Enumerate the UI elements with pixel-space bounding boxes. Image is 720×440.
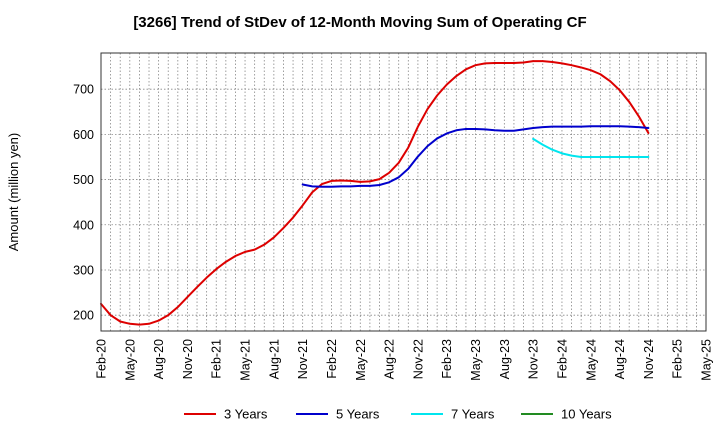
y-tick-label: 300 bbox=[73, 263, 94, 277]
series-layer bbox=[100, 60, 650, 326]
x-tick-label: Nov-23 bbox=[527, 339, 541, 379]
series-line-7-years bbox=[532, 137, 650, 158]
series-line-3-years bbox=[100, 60, 650, 326]
y-tick-label: 600 bbox=[73, 128, 94, 142]
x-tick-label: Aug-22 bbox=[383, 339, 397, 379]
x-tick-label: Nov-21 bbox=[296, 339, 310, 379]
x-tick-label: May-22 bbox=[354, 339, 368, 381]
x-tick-label: Nov-22 bbox=[411, 339, 425, 379]
legend-label-5-years: 5 Years bbox=[336, 407, 380, 422]
x-tick-label: Nov-24 bbox=[642, 339, 656, 379]
x-tick-label: May-20 bbox=[123, 339, 137, 381]
x-tick-label: Nov-20 bbox=[181, 339, 195, 379]
y-tick-labels: 200 300 400 500 600 700 bbox=[73, 83, 94, 323]
x-tick-label: Feb-22 bbox=[325, 339, 339, 379]
y-tick-label: 400 bbox=[73, 218, 94, 232]
x-tick-label: May-23 bbox=[469, 339, 483, 381]
x-tick-label: Aug-21 bbox=[267, 339, 281, 379]
x-tick-label: Aug-20 bbox=[152, 339, 166, 379]
x-tick-label: May-24 bbox=[584, 339, 598, 381]
x-tick-label: Aug-23 bbox=[498, 339, 512, 379]
y-tick-label: 200 bbox=[73, 309, 94, 323]
plot-frame bbox=[100, 52, 707, 332]
x-tick-label: Feb-23 bbox=[440, 339, 454, 379]
x-tick-label: May-21 bbox=[239, 339, 253, 381]
legend: 3 Years 5 Years 7 Years 10 Years bbox=[184, 407, 612, 422]
legend-label-7-years: 7 Years bbox=[451, 407, 495, 422]
y-axis-title: Amount (million yen) bbox=[6, 133, 21, 252]
legend-label-10-years: 10 Years bbox=[561, 407, 612, 422]
y-tick-label: 700 bbox=[73, 83, 94, 97]
x-tick-label: Aug-24 bbox=[613, 339, 627, 379]
grid-layer bbox=[100, 53, 707, 331]
chart-title: [3266] Trend of StDev of 12-Month Moving… bbox=[133, 14, 587, 31]
x-tick-label: Feb-20 bbox=[95, 339, 109, 379]
x-tick-label: Feb-21 bbox=[210, 339, 224, 379]
legend-label-3-years: 3 Years bbox=[224, 407, 268, 422]
x-tick-label: Feb-25 bbox=[671, 339, 685, 379]
y-tick-label: 500 bbox=[73, 173, 94, 187]
x-tick-label: Feb-24 bbox=[555, 339, 569, 379]
x-tick-label: May-25 bbox=[700, 339, 714, 381]
series-line-5-years bbox=[301, 125, 650, 188]
x-tick-labels: Feb-20 May-20 Aug-20 Nov-20 Feb-21 May-21 Aug-… bbox=[95, 339, 714, 381]
